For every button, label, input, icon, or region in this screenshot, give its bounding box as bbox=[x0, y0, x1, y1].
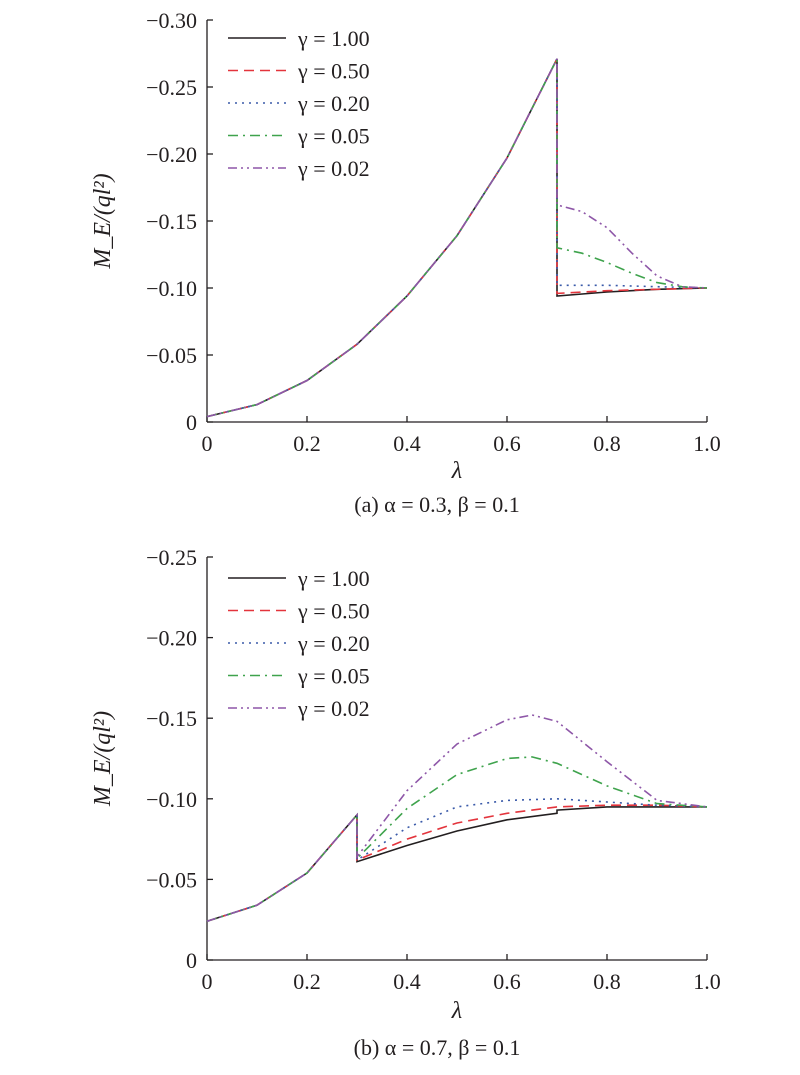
legend-label: γ = 0.20 bbox=[297, 631, 370, 656]
y-tick-label: −0.20 bbox=[146, 142, 197, 167]
x-axis-label: λ bbox=[451, 998, 462, 1024]
x-tick-label: 0 bbox=[202, 969, 213, 994]
series-line-2 bbox=[206, 58, 708, 418]
series-line-1 bbox=[206, 804, 708, 923]
series-line-3 bbox=[206, 58, 708, 418]
legend-label: γ = 0.05 bbox=[297, 664, 370, 689]
series-line-3 bbox=[206, 756, 708, 923]
x-tick-label: 0.8 bbox=[593, 969, 621, 994]
x-tick-label: 0.6 bbox=[493, 969, 521, 994]
chart-panel-a: 0 0.2 0.4 0.6 0.8 1.0 0 −0.05 −0.10 −0.15 −0.20 −0.… bbox=[90, 8, 721, 517]
y-axis-label: M_E/(ql²) bbox=[90, 173, 116, 269]
series-line-0 bbox=[206, 806, 707, 923]
y-tick-label: −0.20 bbox=[146, 626, 197, 651]
x-tick-label: 0.2 bbox=[293, 431, 321, 456]
y-tick-label: −0.05 bbox=[146, 343, 197, 368]
x-tick-label: 0.2 bbox=[293, 969, 321, 994]
legend-label: γ = 1.00 bbox=[297, 566, 370, 591]
y-tick-label: −0.30 bbox=[146, 8, 197, 33]
x-tick-label: 0.8 bbox=[593, 431, 621, 456]
legend-label: γ = 1.00 bbox=[297, 26, 370, 51]
x-tick-label: 0.6 bbox=[493, 431, 521, 456]
legend-label: γ = 0.50 bbox=[297, 599, 370, 624]
y-tick-label: −0.10 bbox=[146, 787, 197, 812]
series-line-1 bbox=[206, 58, 708, 418]
y-tick-label: −0.25 bbox=[146, 545, 197, 570]
x-tick-label: 1.0 bbox=[693, 969, 721, 994]
y-tick-label: −0.10 bbox=[146, 276, 197, 301]
chart-panel-b: 0 0.2 0.4 0.6 0.8 1.0 0 −0.05 −0.10 −0.15 −0.20 −0.… bbox=[90, 545, 721, 1060]
x-tick-label: 0 bbox=[202, 431, 213, 456]
x-axis-label: λ bbox=[451, 458, 462, 484]
y-tick-label: 0 bbox=[186, 410, 197, 435]
legend-label: γ = 0.02 bbox=[297, 696, 370, 721]
series-line-4 bbox=[206, 714, 708, 923]
legend-label: γ = 0.50 bbox=[297, 59, 370, 84]
y-tick-label: 0 bbox=[186, 948, 197, 973]
chart-caption: (a) α = 0.3, β = 0.1 bbox=[354, 492, 519, 517]
x-tick-label: 0.4 bbox=[393, 431, 421, 456]
series-line-0 bbox=[206, 58, 708, 418]
x-tick-label: 1.0 bbox=[693, 431, 721, 456]
y-tick-label: −0.15 bbox=[146, 209, 197, 234]
chart-caption: (b) α = 0.7, β = 0.1 bbox=[354, 1035, 521, 1060]
series-line-2 bbox=[206, 797, 708, 923]
series-line-4 bbox=[206, 58, 708, 418]
x-tick-label: 0.4 bbox=[393, 969, 421, 994]
y-tick-label: −0.15 bbox=[146, 706, 197, 731]
y-axis-label: M_E/(ql²) bbox=[90, 711, 116, 807]
y-tick-label: −0.25 bbox=[146, 75, 197, 100]
legend-label: γ = 0.20 bbox=[297, 91, 370, 116]
y-tick-label: −0.05 bbox=[146, 867, 197, 892]
legend-label: γ = 0.05 bbox=[297, 124, 370, 149]
legend-label: γ = 0.02 bbox=[297, 156, 370, 181]
